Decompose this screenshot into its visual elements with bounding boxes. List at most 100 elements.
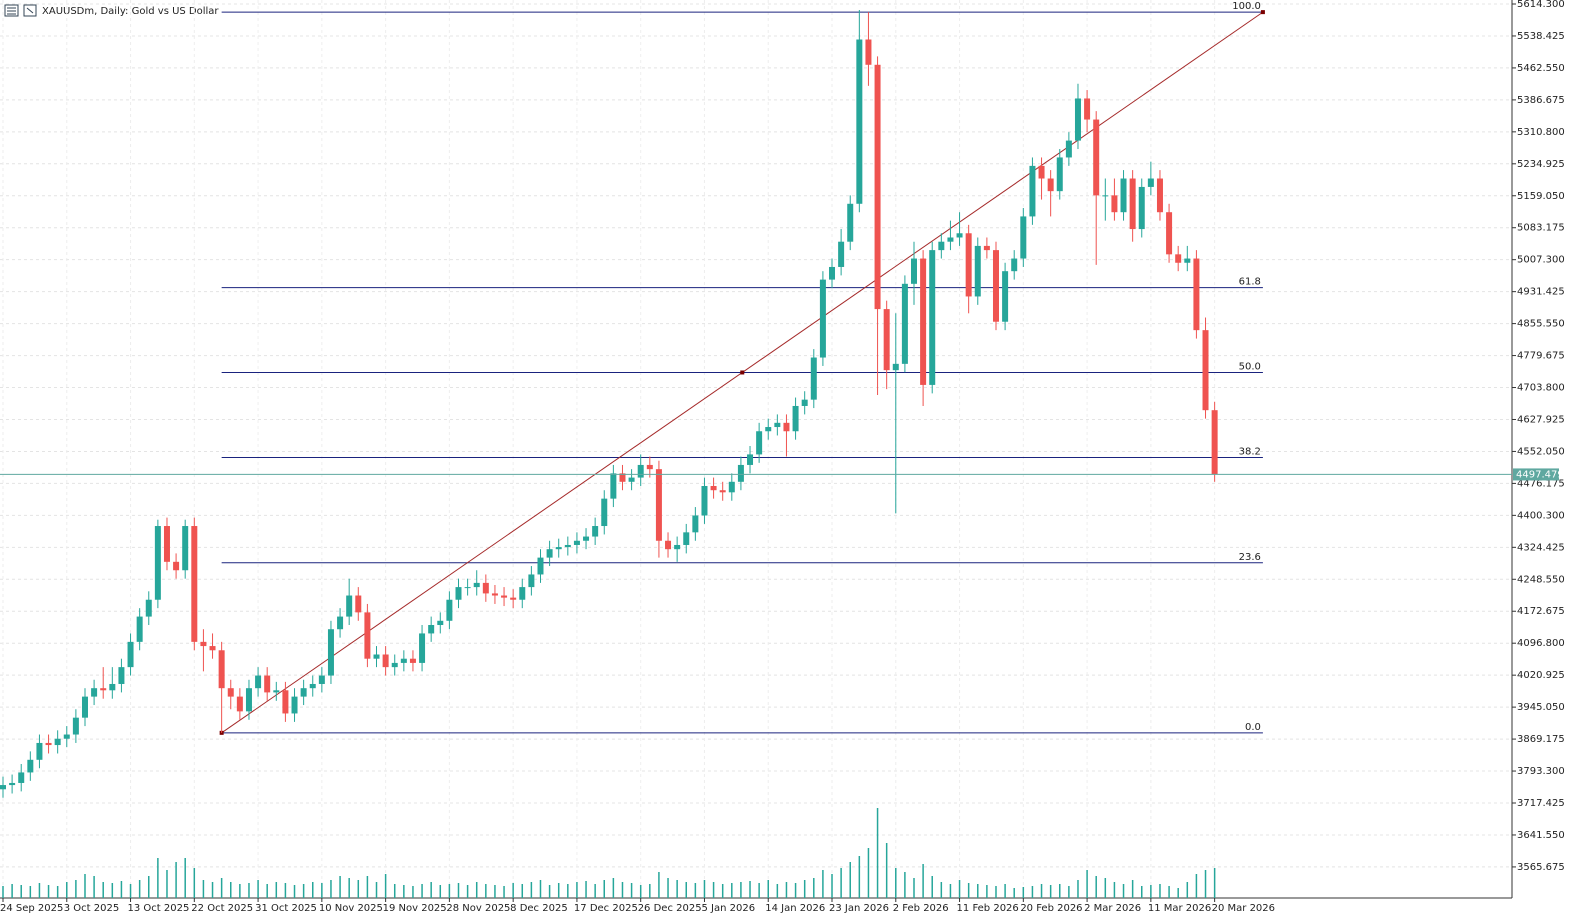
candle-body <box>1102 195 1109 197</box>
candle-body <box>683 532 690 545</box>
candle-body <box>337 616 344 630</box>
y-tick-label: 5083.175 <box>1517 223 1565 234</box>
candle-body <box>346 595 353 617</box>
candle-body <box>1093 119 1100 196</box>
candle-body <box>510 597 517 600</box>
candle-body <box>446 599 453 621</box>
candle-body <box>865 39 872 65</box>
candle-body <box>983 245 990 251</box>
trendline-handle <box>1260 10 1265 15</box>
candle-body <box>546 549 553 558</box>
candle-body <box>473 582 480 588</box>
candle-body <box>81 696 88 718</box>
candle-body <box>91 688 98 697</box>
x-tick-label: 24 Sep 2025 <box>0 903 63 914</box>
candle-body <box>236 696 243 712</box>
y-tick-label: 4552.050 <box>1517 446 1565 457</box>
x-tick-label: 8 Dec 2025 <box>510 903 568 914</box>
candle-body <box>1084 98 1091 120</box>
candle-body <box>564 544 571 548</box>
y-tick-label: 4627.925 <box>1517 414 1565 425</box>
candle-body <box>1011 258 1018 272</box>
x-tick-label: 14 Jan 2026 <box>765 903 825 914</box>
y-tick-label: 3869.175 <box>1517 734 1565 745</box>
candle-body <box>947 237 954 242</box>
candle-body <box>692 515 699 533</box>
y-tick-label: 3793.300 <box>1517 766 1565 777</box>
x-tick-label: 20 Feb 2026 <box>1020 903 1082 914</box>
y-tick-label: 5159.050 <box>1517 191 1565 202</box>
candle-body <box>792 405 799 432</box>
candle-body <box>528 574 535 588</box>
candle-body <box>1002 271 1009 322</box>
icon <box>26 7 34 14</box>
fib-label: 23.6 <box>1239 552 1261 563</box>
candle-body <box>173 561 180 571</box>
toolbar-icons <box>4 4 37 17</box>
icon[interactable] <box>4 4 19 17</box>
candle-body <box>9 782 16 786</box>
y-tick-label: 5462.550 <box>1517 63 1565 74</box>
candle-body <box>309 683 316 689</box>
candle-body <box>747 454 754 465</box>
candle-body <box>1138 186 1145 230</box>
candle-body <box>300 688 307 697</box>
candle-body <box>628 477 635 482</box>
candle-body <box>400 658 407 663</box>
x-tick-label: 22 Oct 2025 <box>191 903 253 914</box>
candle-body <box>72 717 79 735</box>
candle-body <box>482 582 489 594</box>
candle-body <box>610 473 617 499</box>
candle-body <box>1056 157 1063 192</box>
icon[interactable] <box>23 4 37 17</box>
candle-body <box>428 625 435 634</box>
price-label-box <box>1513 468 1559 481</box>
y-tick-label: 5310.800 <box>1517 127 1565 138</box>
y-tick-label: 4096.800 <box>1517 638 1565 649</box>
candle-body <box>1175 254 1182 263</box>
candle-body <box>455 587 462 600</box>
candle-body <box>756 431 763 455</box>
candle-body <box>63 734 70 739</box>
candle-body <box>291 696 298 714</box>
x-tick-label: 31 Oct 2025 <box>255 903 317 914</box>
candle-body <box>637 464 644 478</box>
candle-body <box>109 683 116 691</box>
x-tick-label: 17 Dec 2025 <box>574 903 638 914</box>
candle-body <box>200 641 207 647</box>
candle-body <box>737 464 744 482</box>
fib-label: 61.8 <box>1239 277 1261 288</box>
chart-title: XAUUSDm, Daily: Gold vs US Dollar <box>42 6 219 17</box>
candle-body <box>783 422 790 432</box>
candle-body <box>373 654 380 659</box>
x-tick-label: 13 Oct 2025 <box>128 903 190 914</box>
y-tick-label: 4476.175 <box>1517 478 1565 489</box>
y-tick-label: 4324.425 <box>1517 542 1565 553</box>
candle-body <box>710 486 717 491</box>
candle-body <box>774 422 781 428</box>
candle-body <box>145 599 152 617</box>
candle-body <box>1129 178 1136 230</box>
candle-body <box>1047 178 1054 192</box>
candle-body <box>282 690 289 714</box>
fib-label: 100.0 <box>1232 1 1261 12</box>
candle-body <box>327 629 334 676</box>
candle-body <box>1074 98 1081 141</box>
candle-body <box>965 233 972 297</box>
candle-body <box>901 283 908 364</box>
candle-body <box>519 587 526 600</box>
y-tick-label: 4703.800 <box>1517 383 1565 394</box>
y-tick-label: 3565.675 <box>1517 862 1565 873</box>
y-tick-label: 5007.300 <box>1517 255 1565 266</box>
candle-body <box>1166 212 1173 255</box>
candle-body <box>118 667 125 684</box>
candle-body <box>54 738 61 746</box>
x-tick-label: 11 Mar 2026 <box>1148 903 1211 914</box>
candle-body <box>1156 178 1163 213</box>
candle-body <box>601 498 608 527</box>
candle-body <box>18 772 25 783</box>
candle-body <box>719 490 726 493</box>
candle-body <box>36 742 43 760</box>
candle-body <box>938 241 945 251</box>
candle-body <box>911 258 917 284</box>
